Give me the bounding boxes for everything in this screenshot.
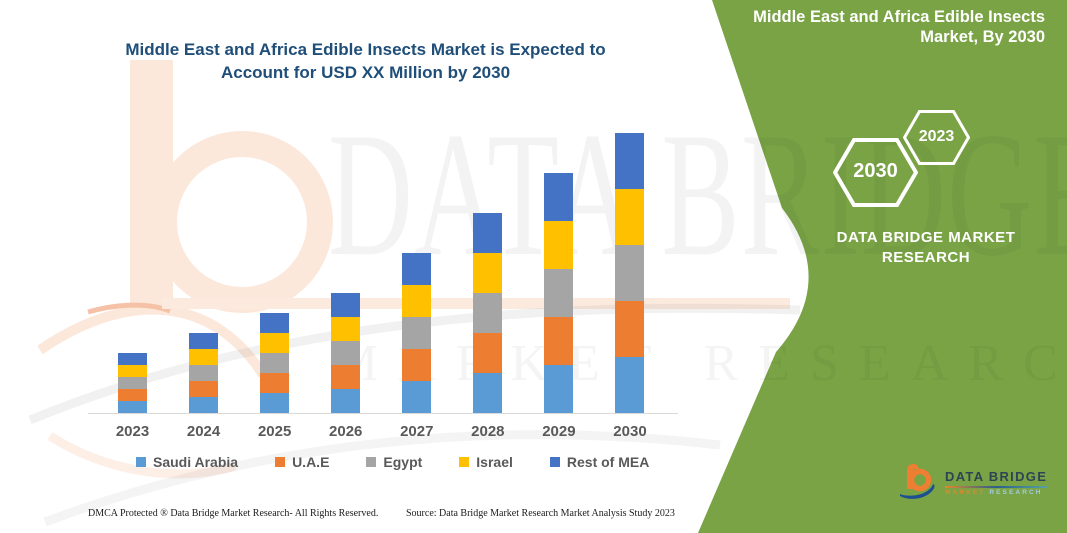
watermark-gray-swoosh-2 xyxy=(43,430,721,527)
x-axis-line xyxy=(88,413,678,414)
bar-segment-israel-2026 xyxy=(331,317,361,341)
bar-segment-u-a-e-2026 xyxy=(331,365,361,389)
legend-item-egypt: Egypt xyxy=(366,454,422,470)
data-bridge-b-icon xyxy=(900,464,935,499)
logo-subtitle-market: MARKET xyxy=(945,489,986,496)
bar-segment-israel-2029 xyxy=(544,221,574,269)
bar-segment-rest-of-mea-2024 xyxy=(189,333,219,349)
bar-segment-egypt-2030 xyxy=(615,245,645,301)
watermark-text-data-bridge: DATA BRIDGE xyxy=(328,95,1067,293)
side-panel-brand-text: DATA BRIDGE MARKET RESEARCH xyxy=(796,228,1056,268)
legend-label: Israel xyxy=(476,454,513,470)
chart-legend: Saudi Arabia U.A.E Egypt Israel Rest of MEA xyxy=(136,454,649,470)
x-axis-label-2026: 2026 xyxy=(329,423,363,440)
bar-segment-israel-2024 xyxy=(189,349,219,365)
legend-swatch-icon xyxy=(366,457,377,467)
hexagon-2030 xyxy=(833,138,918,207)
bar-segment-israel-2027 xyxy=(402,285,432,317)
legend-label: U.A.E xyxy=(292,454,330,470)
legend-item-rest-of-mea: Rest of MEA xyxy=(549,454,650,470)
bar-segment-saudi-arabia-2029 xyxy=(544,365,574,413)
legend-swatch-icon xyxy=(136,457,146,467)
legend-item-u-a-e: U.A.E xyxy=(275,454,329,470)
bar-segment-u-a-e-2027 xyxy=(402,349,432,381)
bar-segment-u-a-e-2025 xyxy=(260,373,290,393)
hexagon-2030-label: 2030 xyxy=(853,160,898,182)
bar-segment-u-a-e-2029 xyxy=(544,317,574,365)
watermark-peach-arc-bottom xyxy=(47,432,237,479)
bar-segment-israel-2028 xyxy=(473,253,503,293)
bar-segment-egypt-2026 xyxy=(331,341,361,365)
bar-segment-israel-2025 xyxy=(260,333,290,353)
bar-segment-israel-2023 xyxy=(118,365,147,377)
legend-item-saudi-arabia: Saudi Arabia xyxy=(136,454,238,470)
bar-segment-u-a-e-2023 xyxy=(118,389,147,401)
footer-source-text: Source: Data Bridge Market Research Mark… xyxy=(406,508,675,519)
bar-segment-saudi-arabia-2027 xyxy=(402,381,432,413)
data-bridge-logo-title: DATA BRIDGE xyxy=(945,469,1048,484)
data-bridge-logo-text: DATA BRIDGE MARKET RESEARCH xyxy=(945,461,1048,496)
side-panel-title-line1: Middle East and Africa Edible Insects xyxy=(753,8,1045,26)
side-panel-title-line2: Market, By 2030 xyxy=(920,27,1045,46)
x-axis-label-2028: 2028 xyxy=(471,423,505,440)
bar-segment-saudi-arabia-2025 xyxy=(260,393,290,413)
x-axis-label-2024: 2024 xyxy=(186,423,221,440)
x-axis-label-2029: 2029 xyxy=(542,423,576,440)
x-axis-label-2027: 2027 xyxy=(400,423,434,440)
legend-item-israel: Israel xyxy=(459,454,513,470)
x-axis-label-2025: 2025 xyxy=(257,423,292,440)
bar-segment-egypt-2024 xyxy=(189,365,219,381)
footer-dmca-text: DMCA Protected ® Data Bridge Market Rese… xyxy=(88,508,379,519)
x-axis-label-2023: 2023 xyxy=(115,423,150,440)
bar-segment-rest-of-mea-2023 xyxy=(118,353,147,365)
data-bridge-logo: DATA BRIDGE MARKET RESEARCH xyxy=(898,461,1048,503)
bar-segment-egypt-2028 xyxy=(473,293,503,333)
bar-segment-saudi-arabia-2028 xyxy=(473,373,503,413)
legend-label: Saudi Arabia xyxy=(153,454,239,470)
side-panel-brand-line1: DATA BRIDGE MARKET xyxy=(836,229,1016,246)
legend-swatch-icon xyxy=(275,457,286,467)
bar-segment-egypt-2029 xyxy=(544,269,574,317)
chart-title: Middle East and Africa Edible Insects Ma… xyxy=(68,38,663,84)
data-bridge-logo-subtitle: MARKET RESEARCH xyxy=(945,489,1047,496)
side-panel-title: Middle East and Africa Edible Insects Ma… xyxy=(715,8,1045,47)
bar-segment-egypt-2027 xyxy=(402,317,432,349)
legend-swatch-icon xyxy=(549,457,560,467)
bar-segment-rest-of-mea-2027 xyxy=(402,253,432,285)
bar-segment-u-a-e-2030 xyxy=(615,301,645,357)
hexagon-2023 xyxy=(903,110,970,165)
bar-segment-rest-of-mea-2025 xyxy=(260,313,290,333)
chart-title-line2: Account for USD XX Million by 2030 xyxy=(220,63,511,82)
bar-segment-u-a-e-2024 xyxy=(189,381,219,397)
bar-segment-saudi-arabia-2023 xyxy=(118,401,147,413)
bar-segment-rest-of-mea-2026 xyxy=(331,293,361,317)
legend-label: Egypt xyxy=(383,454,423,470)
watermark-text-market-research: MARKET RESEARCH xyxy=(332,335,1067,392)
side-panel-background xyxy=(698,0,1067,533)
logo-divider xyxy=(945,486,1048,488)
bar-segment-rest-of-mea-2029 xyxy=(544,173,574,221)
hexagon-2023-label: 2023 xyxy=(918,128,955,145)
bar-segment-saudi-arabia-2026 xyxy=(331,389,361,413)
legend-swatch-icon xyxy=(459,457,470,467)
bar-segment-israel-2030 xyxy=(615,189,645,245)
bar-segment-rest-of-mea-2028 xyxy=(473,213,503,253)
bar-segment-egypt-2023 xyxy=(118,377,147,389)
bar-segment-saudi-arabia-2024 xyxy=(189,397,219,413)
chart-title-line1: Middle East and Africa Edible Insects Ma… xyxy=(125,40,606,59)
legend-label: Rest of MEA xyxy=(566,454,650,470)
bar-segment-egypt-2025 xyxy=(260,353,290,373)
logo-subtitle-research: RESEARCH xyxy=(989,489,1043,496)
side-panel-brand-line2: RESEARCH xyxy=(881,249,971,266)
bar-segment-saudi-arabia-2030 xyxy=(615,357,645,413)
x-axis-label-2030: 2030 xyxy=(613,423,647,440)
bar-segment-u-a-e-2028 xyxy=(473,333,503,373)
bar-segment-rest-of-mea-2030 xyxy=(615,133,645,189)
